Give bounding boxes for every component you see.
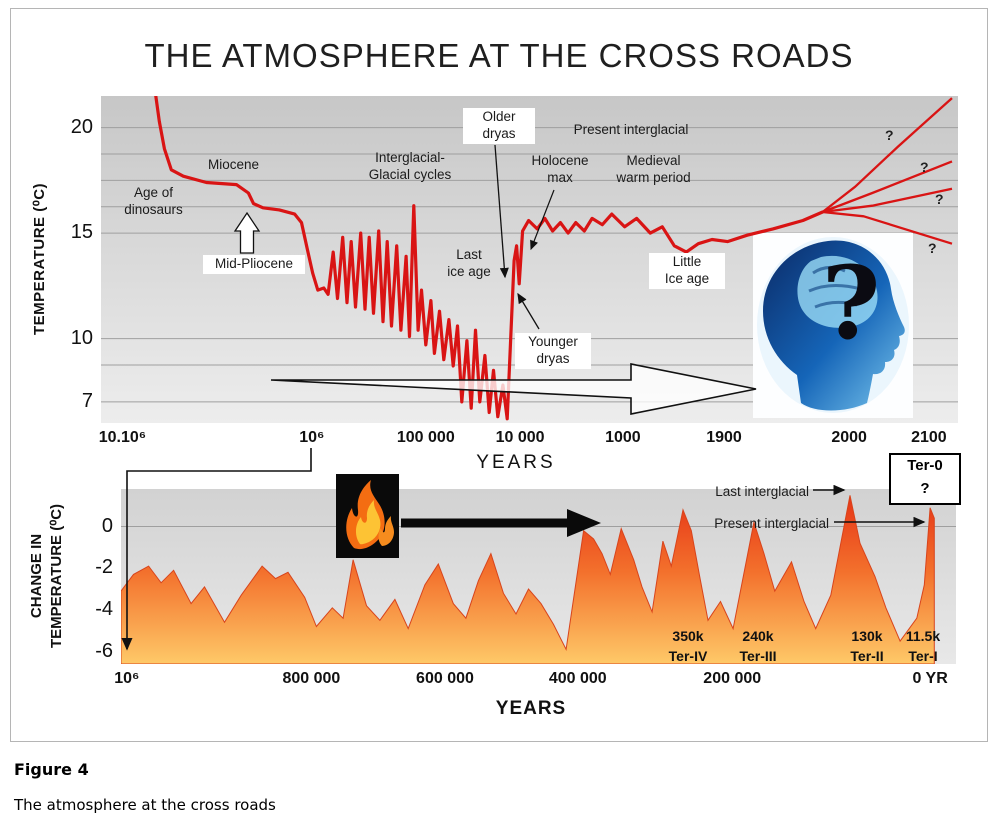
top-chart-lines [154,96,953,421]
figure-title: THE ATMOSPHERE AT THE CROSS ROADS [144,37,854,74]
bottom-x-axis-label: YEARS [495,698,567,719]
annotation-interglacial-glacial-cycles: Interglacial- Glacial cycles [368,150,452,182]
x-tick-label: 10⁶ [114,670,140,687]
fire-graphic [336,474,399,558]
annotation-older-dryas: Older dryas [463,108,535,144]
brain-question-mark: ? [821,244,881,362]
bottom-x-axis-ticks: 10⁶ 800 000 600 000 400 000 200 000 0 YR [11,670,987,692]
x-tick-label: 1900 [706,429,742,446]
future-question-1: ? [885,127,894,143]
holocene-max-arrow [530,189,555,251]
projection-mid-high [822,160,953,214]
x-tick-label: 2000 [831,429,867,446]
termination-label-ter-ii: 130k Ter-II [835,627,899,666]
x-tick-label: 10.10⁶ [98,429,147,446]
ter-0-question: ? [920,479,930,497]
top-y-axis-ticks: 20 15 10 7 [57,96,93,423]
x-tick-label: 600 000 [416,670,474,687]
termination-age: 240k [742,628,774,644]
termination-name: Ter-I [908,647,938,664]
brain-head-graphic [757,237,909,413]
annotation-miocene: Miocene [207,157,260,172]
time-direction-arrow [270,363,757,415]
top-x-axis-label: YEARS [476,452,556,473]
x-tick-label: 400 000 [548,670,607,687]
y-tick-label: 0 [101,514,113,537]
timescale-connector-arrow [121,448,312,651]
termination-label-ter-i: 11.5k Ter-I [891,627,955,666]
x-tick-label: 10 000 [495,429,545,446]
projection-mid [822,187,953,214]
arrows-overlay [121,144,926,651]
future-question-4: ? [928,240,937,256]
termination-label-ter-iii: 240k Ter-III [726,627,790,666]
annotation-last-interglacial: Last interglacial [715,484,809,499]
y-tick-label: -2 [95,556,113,579]
y-tick-label: 20 [70,115,93,138]
y-tick-label: 15 [70,221,93,244]
future-question-3: ? [935,191,944,207]
x-tick-label: 2100 [911,429,947,446]
fire-image [336,474,399,558]
top-x-axis-ticks: 10.10⁶ 10⁶ 100 000 10 000 1000 1900 2000 2100 [11,429,987,451]
y-tick-label: -6 [95,639,113,662]
ter-0-box: Ter-0 ? [889,453,961,505]
termination-name: Ter-II [850,647,884,664]
y-tick-label: 7 [81,389,93,412]
annotation-last-ice-age: Last ice age [447,247,491,279]
annotation-holocene-max: Holocene max [531,153,589,185]
annotation-younger-dryas: Younger dryas [515,333,591,369]
annotation-present-interglacial-bottom: Present interglacial [714,516,829,531]
future-question-2: ? [920,159,929,175]
bottom-y-axis-ticks: 0 -2 -4 -6 [79,489,113,664]
annotation-little-ice-age: Little Ice age [649,253,725,289]
y-tick-label: 10 [70,326,93,349]
flame-inner [355,500,381,545]
figure-caption-text: The atmosphere at the cross roads [14,796,276,814]
termination-name: Ter-IV [668,647,708,664]
x-tick-label: 0 YR [912,670,948,687]
y-tick-label: -4 [95,597,113,620]
brain-region [797,255,878,328]
brain-scan-image: ? [753,233,913,418]
figure-caption-label: Figure 4 [14,760,89,779]
x-tick-label: 800 000 [282,670,341,687]
annotation-present-interglacial: Present interglacial [573,122,689,137]
brain-sulci [808,266,862,309]
x-tick-label: 100 000 [396,429,455,446]
projection-high [821,97,953,213]
younger-dryas-arrow [517,292,540,330]
older-dryas-arrow [494,144,509,279]
flame-small [378,516,394,546]
ter-0-label: Ter-0 [907,457,943,474]
x-tick-label: 10⁶ [299,429,325,446]
temperature-change-area [121,495,935,664]
termination-age: 350k [672,628,704,644]
termination-label-ter-iv: 350k Ter-IV [656,627,720,666]
annotation-mid-pliocene: Mid-Pliocene [203,255,305,274]
termination-age: 130k [851,628,883,644]
annotation-medieval-warm-period: Medieval warm period [616,153,691,185]
projection-low [822,210,953,245]
x-tick-label: 200 000 [703,670,762,687]
termination-age: 11.5k [905,628,941,644]
termination-name: Ter-III [739,647,777,664]
fire-arrow-head [567,509,601,537]
annotation-age-of-dinosaurs: Age of dinosaurs [124,185,183,217]
temperature-curve [154,96,825,421]
figure-4-panel: THE ATMOSPHERE AT THE CROSS ROADS TEMPER… [10,8,988,742]
x-tick-label: 1000 [605,429,641,446]
bottom-chart [121,489,956,664]
mid-pliocene-up-arrow [233,211,261,254]
